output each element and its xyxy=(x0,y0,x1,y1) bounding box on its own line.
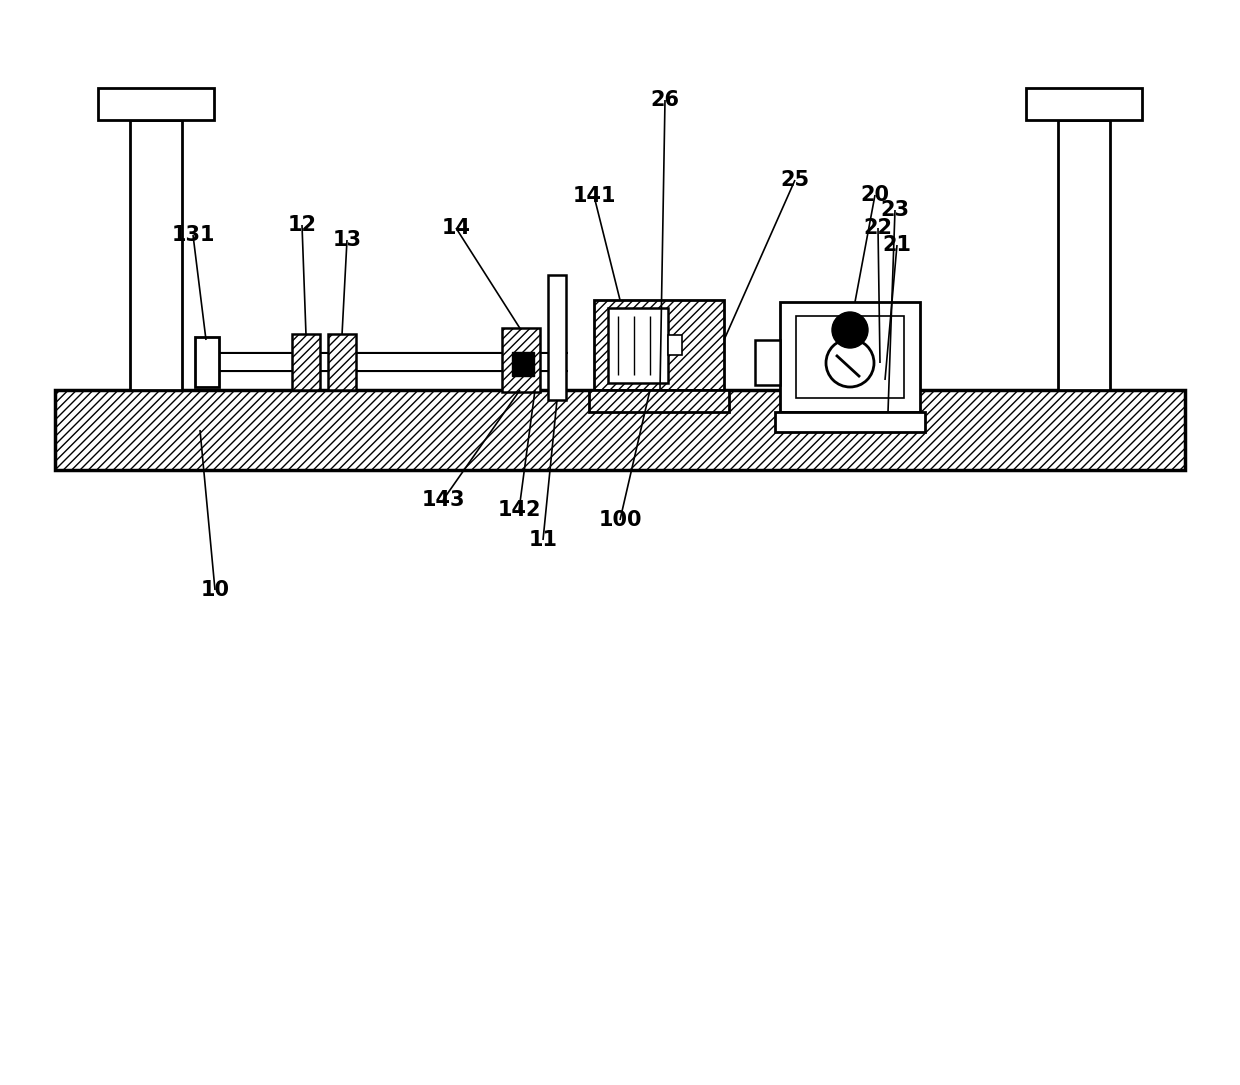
Bar xyxy=(1025,88,1142,120)
Bar xyxy=(98,88,215,120)
Bar xyxy=(195,337,219,387)
Text: 12: 12 xyxy=(288,215,316,235)
Bar xyxy=(219,354,568,370)
Text: 13: 13 xyxy=(332,230,362,250)
Text: 25: 25 xyxy=(780,170,810,190)
Bar xyxy=(55,390,1185,470)
Text: 21: 21 xyxy=(883,235,911,255)
Circle shape xyxy=(832,312,868,348)
Bar xyxy=(130,120,182,390)
Text: 23: 23 xyxy=(880,200,909,220)
Bar xyxy=(502,328,539,392)
Bar xyxy=(780,302,920,412)
Bar xyxy=(668,335,682,355)
Bar xyxy=(548,275,565,400)
Bar xyxy=(1058,120,1110,390)
Text: 26: 26 xyxy=(651,90,680,110)
Bar xyxy=(329,334,356,390)
Text: 20: 20 xyxy=(861,186,889,205)
Text: 10: 10 xyxy=(201,580,229,600)
Text: 14: 14 xyxy=(441,218,470,238)
Text: 141: 141 xyxy=(572,186,616,206)
Bar xyxy=(512,352,534,376)
Bar xyxy=(291,334,320,390)
Text: 131: 131 xyxy=(171,225,215,245)
Bar xyxy=(796,316,904,398)
Text: 142: 142 xyxy=(497,500,541,520)
Bar xyxy=(755,340,780,385)
Bar xyxy=(775,412,925,432)
Text: 100: 100 xyxy=(598,510,642,529)
Text: 143: 143 xyxy=(422,490,465,510)
Bar xyxy=(594,299,724,390)
Bar xyxy=(589,390,729,412)
Text: 11: 11 xyxy=(528,529,558,550)
Text: 22: 22 xyxy=(863,218,893,238)
Bar xyxy=(608,308,668,383)
